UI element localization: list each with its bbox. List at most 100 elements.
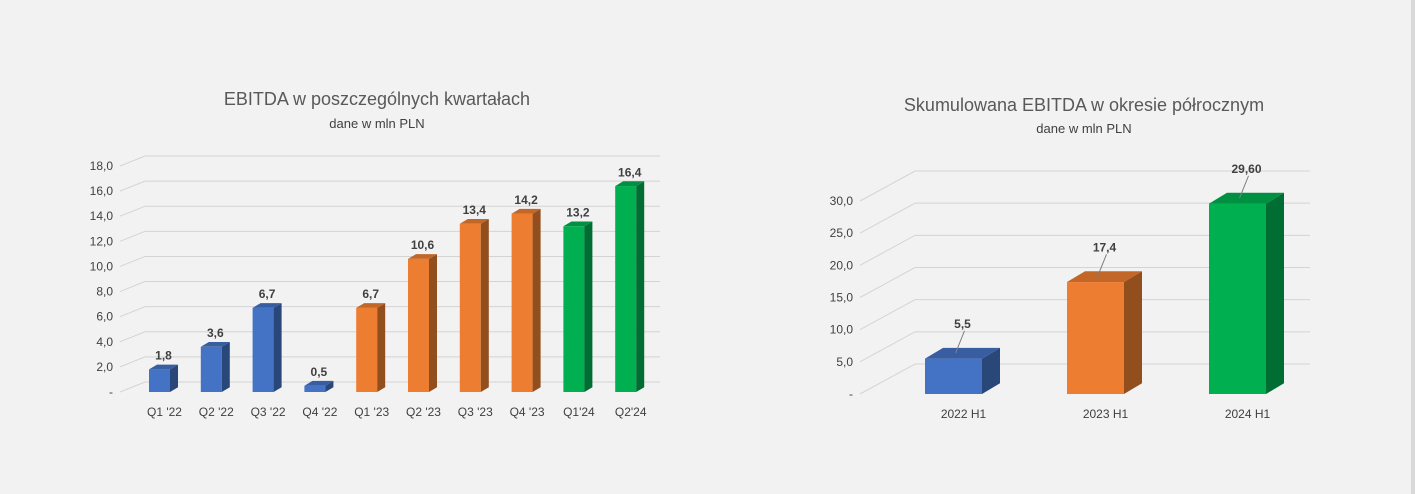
- y-axis-ticks: - 2,0 4,0 6,0 8,0 10,0 12,0 14,0 16,0 18,0: [90, 159, 114, 399]
- bar-top: [200, 342, 230, 347]
- x-tick-label: Q1 '23: [354, 405, 389, 419]
- y-tick-label: 16,0: [90, 184, 114, 198]
- bar-front: [356, 307, 378, 392]
- y-tick-label: 4,0: [96, 335, 113, 349]
- bar: [925, 347, 1000, 394]
- x-tick-label: Q4 '22: [302, 405, 337, 419]
- bar: [511, 208, 541, 392]
- bar: [615, 181, 645, 392]
- bar-top: [252, 303, 282, 308]
- bar-top: [304, 380, 334, 386]
- y-tick-label: 18,0: [90, 159, 114, 173]
- data-label: 29,60: [1231, 162, 1261, 176]
- y-tick-label: 6,0: [96, 310, 113, 324]
- bar-side: [532, 208, 541, 392]
- gridline: [119, 205, 660, 217]
- chart-quarterly-ebitda: EBITDA w poszczególnych kwartałach dane …: [90, 89, 660, 419]
- gridlines: [119, 155, 660, 393]
- bars: [925, 192, 1284, 394]
- x-tick-label: Q2'24: [615, 405, 647, 419]
- bar-top: [356, 303, 386, 308]
- data-labels: 5,5 17,4 29,60: [954, 162, 1262, 354]
- bars: [149, 181, 645, 392]
- chart-subtitle: dane w mln PLN: [1036, 121, 1131, 136]
- y-tick-label: 2,0: [96, 360, 113, 374]
- x-axis-ticks: Q1 '22 Q2 '22 Q3 '22 Q4 '22 Q1 '23 Q2 '23 Q3 '…: [147, 405, 647, 419]
- bar-front: [511, 213, 533, 392]
- bar-side: [636, 181, 645, 392]
- data-label: 0,5: [311, 365, 328, 379]
- bar-top: [408, 254, 437, 259]
- x-tick-label: Q3 '22: [251, 405, 286, 419]
- bar: [304, 380, 334, 392]
- bar-top: [925, 347, 1000, 359]
- bar-front: [459, 223, 481, 392]
- bar-side: [480, 218, 489, 392]
- bar-top: [1067, 271, 1142, 283]
- data-label: 1,8: [155, 349, 172, 363]
- x-tick-label: Q3 '23: [458, 405, 493, 419]
- data-label: 16,4: [618, 165, 642, 179]
- panel-edge: [1411, 0, 1415, 494]
- y-tick-label: 15,0: [830, 291, 854, 305]
- y-tick-label: 8,0: [96, 285, 113, 299]
- y-tick-label: -: [109, 385, 113, 399]
- gridline: [859, 202, 1310, 234]
- data-label: 13,2: [566, 205, 590, 219]
- y-axis-ticks: - 5,0 10,0 15,0 20,0 25,0 30,0: [830, 194, 854, 401]
- bar: [459, 218, 489, 392]
- x-tick-label: Q2 '23: [406, 405, 441, 419]
- gridline: [859, 170, 1310, 202]
- bar-front: [1067, 282, 1124, 394]
- x-tick-label: 2022 H1: [941, 407, 987, 421]
- y-tick-label: 20,0: [830, 258, 854, 272]
- bar-side: [325, 380, 334, 392]
- bar-front: [925, 358, 982, 394]
- x-tick-label: Q2 '22: [199, 405, 234, 419]
- bar-front: [149, 369, 170, 392]
- bar-top: [615, 181, 645, 187]
- x-tick-label: Q1 '22: [147, 405, 182, 419]
- chart-title: EBITDA w poszczególnych kwartałach: [224, 89, 530, 109]
- data-label: 6,7: [362, 287, 379, 301]
- y-tick-label: 10,0: [90, 259, 114, 273]
- bar-front: [408, 258, 429, 392]
- y-tick-label: 10,0: [830, 323, 854, 337]
- bar-front: [304, 385, 326, 392]
- chart-title: Skumulowana EBITDA w okresie półrocznym: [904, 95, 1264, 115]
- bar-front: [1209, 203, 1266, 394]
- label-leader: [1097, 254, 1107, 277]
- bar-top: [149, 364, 178, 370]
- y-tick-label: 5,0: [836, 355, 853, 369]
- bar-front: [563, 226, 585, 392]
- gridline: [119, 155, 660, 167]
- gridline: [859, 267, 1310, 298]
- y-tick-label: 12,0: [90, 234, 114, 248]
- gridline: [859, 234, 1310, 266]
- bar-side: [221, 342, 230, 392]
- gridlines: [859, 170, 1310, 395]
- x-tick-label: 2023 H1: [1083, 407, 1129, 421]
- data-label: 13,4: [463, 203, 487, 217]
- y-tick-label: 25,0: [830, 226, 854, 240]
- y-tick-label: 14,0: [90, 209, 114, 223]
- y-tick-label: 30,0: [830, 194, 854, 208]
- bar-top: [563, 221, 593, 227]
- y-tick-label: -: [849, 387, 853, 401]
- bar: [1067, 271, 1142, 394]
- bar: [408, 254, 437, 392]
- gridline: [859, 363, 1310, 395]
- gridline: [859, 331, 1310, 363]
- x-tick-label: Q4 '23: [510, 405, 545, 419]
- bar-side: [1266, 192, 1284, 394]
- data-label: 5,5: [954, 317, 971, 331]
- bar-front: [615, 186, 637, 392]
- data-label: 6,7: [259, 287, 276, 301]
- bar-top: [511, 208, 541, 214]
- chart-cumulative-ebitda: Skumulowana EBITDA w okresie półrocznym …: [830, 95, 1310, 421]
- bar: [563, 221, 593, 392]
- x-tick-label: 2024 H1: [1225, 407, 1271, 421]
- bar: [252, 303, 282, 392]
- bar: [200, 342, 230, 392]
